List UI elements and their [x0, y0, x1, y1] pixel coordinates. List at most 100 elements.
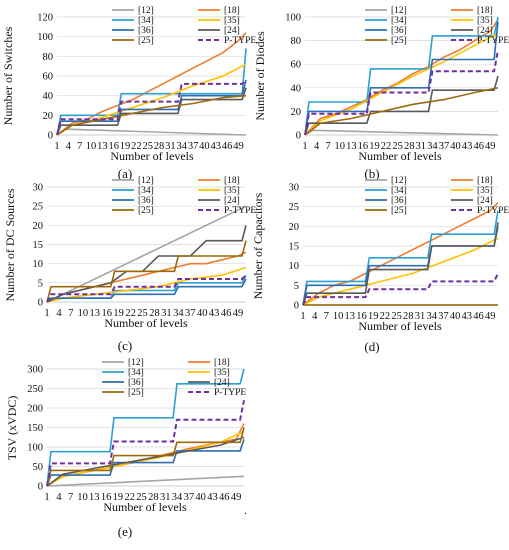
x-tick-label: 49	[485, 141, 496, 152]
x-tick-label: 25	[137, 308, 148, 319]
legend-label: P-TYPE	[477, 36, 509, 46]
legend-label: [24]	[477, 196, 493, 206]
y-tick-label: 20	[43, 111, 54, 122]
x-tick-label: 7	[68, 492, 73, 503]
x-axis-label: Number of levels	[358, 319, 442, 333]
y-tick-label: 0	[296, 131, 301, 142]
y-tick-label: 40	[43, 91, 54, 102]
y-tick-label: 0	[48, 131, 53, 142]
series-line-36	[56, 79, 247, 136]
x-axis-label: Number of levels	[104, 316, 188, 330]
panel-caption: (b)	[364, 166, 379, 181]
x-tick-label: 10	[333, 311, 344, 322]
legend-label: P-TYPE	[477, 206, 509, 216]
series-line-24	[304, 75, 499, 136]
y-tick-label: 5	[294, 281, 299, 292]
x-tick-label: 37	[184, 492, 195, 503]
x-tick-label: 40	[199, 141, 210, 152]
series-line-34	[46, 368, 245, 487]
legend-label: [12]	[138, 6, 154, 16]
y-tick-label: 0	[38, 298, 43, 309]
x-tick-label: 1	[54, 141, 59, 152]
x-tick-label: 13	[97, 141, 108, 152]
x-tick-label: 40	[450, 311, 461, 322]
legend-label: [18]	[224, 176, 240, 186]
legend-label: [25]	[391, 206, 407, 216]
x-tick-label: 31	[160, 492, 171, 503]
y-tick-label: 20	[291, 107, 302, 118]
x-tick-label: 16	[101, 308, 112, 319]
y-tick-label: 20	[33, 221, 44, 232]
y-tick-label: 0	[38, 482, 43, 493]
series-line-12	[304, 129, 499, 136]
x-tick-label: 31	[416, 141, 427, 152]
series-line-36	[304, 21, 499, 136]
series-line-34	[302, 210, 499, 306]
y-tick-label: 15	[33, 240, 44, 251]
legend-label: [12]	[391, 6, 407, 16]
legend-label: [18]	[477, 6, 493, 16]
legend-label: [34]	[128, 368, 144, 378]
legend-label: [18]	[224, 6, 240, 16]
series-line-35	[302, 237, 499, 306]
x-tick-label: 10	[77, 492, 88, 503]
x-tick-label: 13	[346, 141, 357, 152]
series-line-18	[304, 18, 499, 136]
x-tick-label: 43	[211, 141, 222, 152]
panel-caption: (d)	[364, 339, 379, 354]
x-tick-label: 22	[131, 141, 142, 152]
legend-label: [18]	[214, 358, 230, 368]
chart-panel-e: 0 50 100 150 200 250 300 1 4 7 10 13 16 19 22 25 28 31 34 3…	[5, 358, 246, 539]
legend-label: [25]	[391, 36, 407, 46]
legend-label: [34]	[138, 186, 154, 196]
x-tick-label: 40	[195, 492, 206, 503]
x-tick-label: 22	[124, 492, 135, 503]
x-tick-label: 13	[345, 311, 356, 322]
x-tick-label: 34	[426, 311, 437, 322]
x-tick-label: 34	[173, 308, 184, 319]
x-tick-label: 43	[207, 492, 218, 503]
x-tick-label: 34	[427, 141, 438, 152]
legend-label: [12]	[391, 176, 407, 186]
series-line-25	[46, 240, 247, 303]
x-tick-label: 25	[391, 311, 402, 322]
legend-label: [24]	[224, 26, 240, 36]
legend-label: [18]	[477, 176, 493, 186]
y-tick-label: 0	[294, 301, 299, 312]
y-axis-label: TSV (xVDC)	[5, 396, 19, 461]
x-tick-label: 49	[233, 141, 244, 152]
x-tick-label: 22	[380, 311, 391, 322]
x-tick-label: 19	[113, 492, 124, 503]
series-line-12	[46, 475, 245, 487]
legend-label: [34]	[138, 16, 154, 26]
series-line-35	[304, 32, 499, 136]
y-tick-label: 60	[291, 60, 302, 71]
x-tick-label: 28	[154, 141, 165, 152]
x-tick-label: 43	[462, 311, 473, 322]
x-tick-label: 46	[219, 492, 230, 503]
x-tick-label: 28	[148, 492, 159, 503]
legend-label: [12]	[138, 176, 154, 186]
y-tick-label: 50	[33, 462, 44, 473]
stray-mark: .	[244, 503, 247, 517]
y-tick-label: 5	[38, 278, 43, 289]
series-line-p-type	[56, 79, 247, 136]
x-tick-label: 49	[233, 308, 244, 319]
x-axis-label: Number of levels	[110, 149, 194, 163]
x-tick-label: 37	[185, 308, 196, 319]
legend-label: [24]	[477, 26, 493, 36]
y-tick-label: 40	[291, 83, 302, 94]
legend-label: [24]	[214, 378, 230, 388]
series-line-24	[302, 222, 499, 306]
legend-label: [12]	[128, 358, 144, 368]
x-tick-label: 25	[142, 141, 153, 152]
y-tick-label: 80	[291, 36, 302, 47]
x-tick-label: 40	[197, 308, 208, 319]
x-axis-label: Number of levels	[103, 500, 187, 514]
series-line-p-type	[302, 273, 499, 306]
series-line-p-type	[304, 49, 499, 136]
x-tick-label: 31	[415, 311, 426, 322]
series-line-24	[46, 225, 247, 303]
